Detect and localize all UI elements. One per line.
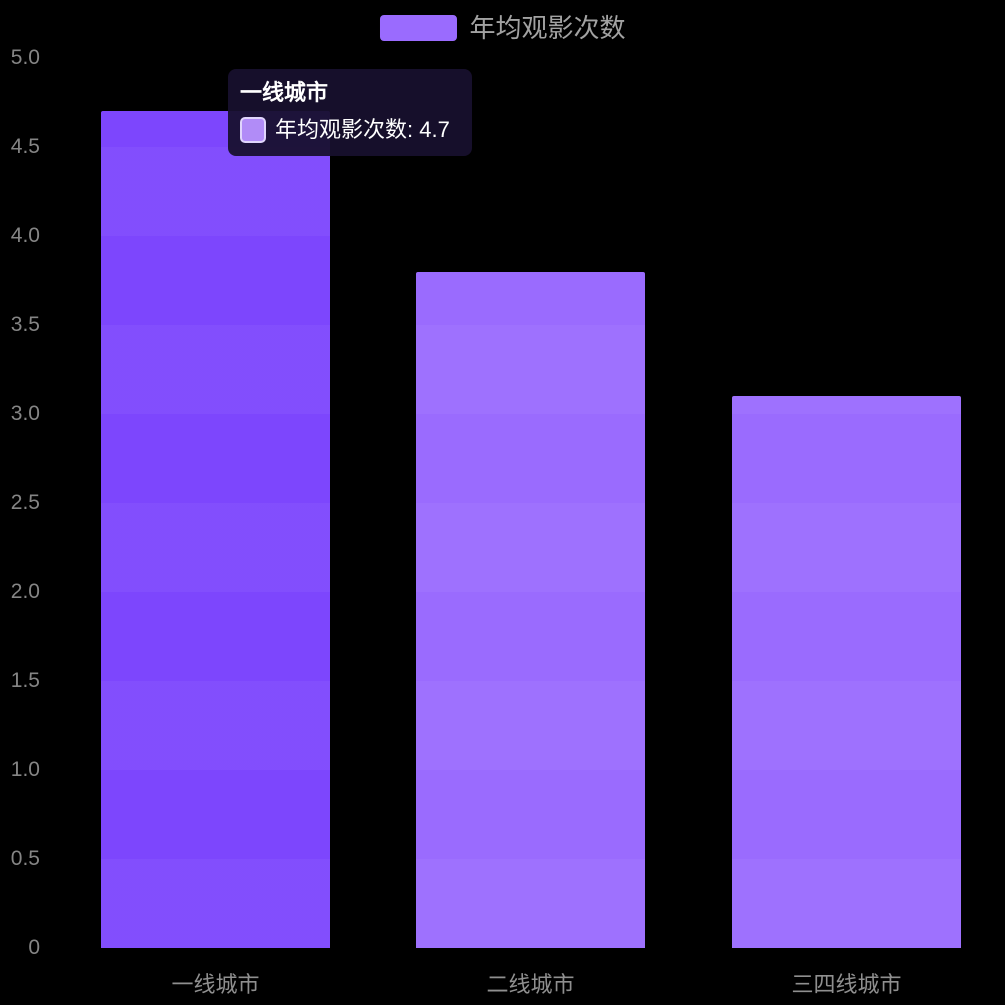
bar-二线城市[interactable]	[416, 271, 645, 948]
y-axis-tick-label: 2.0	[10, 580, 40, 603]
bar-一线城市[interactable]	[101, 111, 330, 948]
y-axis-tick-label: 1.0	[10, 758, 40, 781]
y-axis-tick-label: 4.5	[10, 135, 40, 158]
y-axis-tick-label: 0.5	[10, 847, 40, 870]
y-axis-tick-label: 5.0	[10, 46, 40, 69]
y-axis-tick-label: 3.0	[10, 402, 40, 425]
x-axis-category-label: 二线城市	[486, 972, 575, 997]
bar-三四线城市[interactable]	[732, 396, 961, 948]
y-axis-tick-label: 1.5	[10, 669, 40, 692]
legend-marker-icon	[379, 15, 457, 41]
legend-label: 年均观影次数	[469, 13, 626, 43]
y-axis-tick-label: 3.5	[10, 313, 40, 336]
tooltip-title: 一线城市	[240, 80, 329, 105]
x-axis-category-label: 三四线城市	[791, 972, 902, 997]
y-axis-tick-label: 2.5	[10, 491, 40, 514]
legend[interactable]: 年均观影次数	[379, 13, 626, 43]
y-axis-tick-label: 4.0	[10, 224, 40, 247]
y-axis-tick-label: 0	[28, 936, 40, 959]
x-axis-category-label: 一线城市	[171, 972, 260, 997]
